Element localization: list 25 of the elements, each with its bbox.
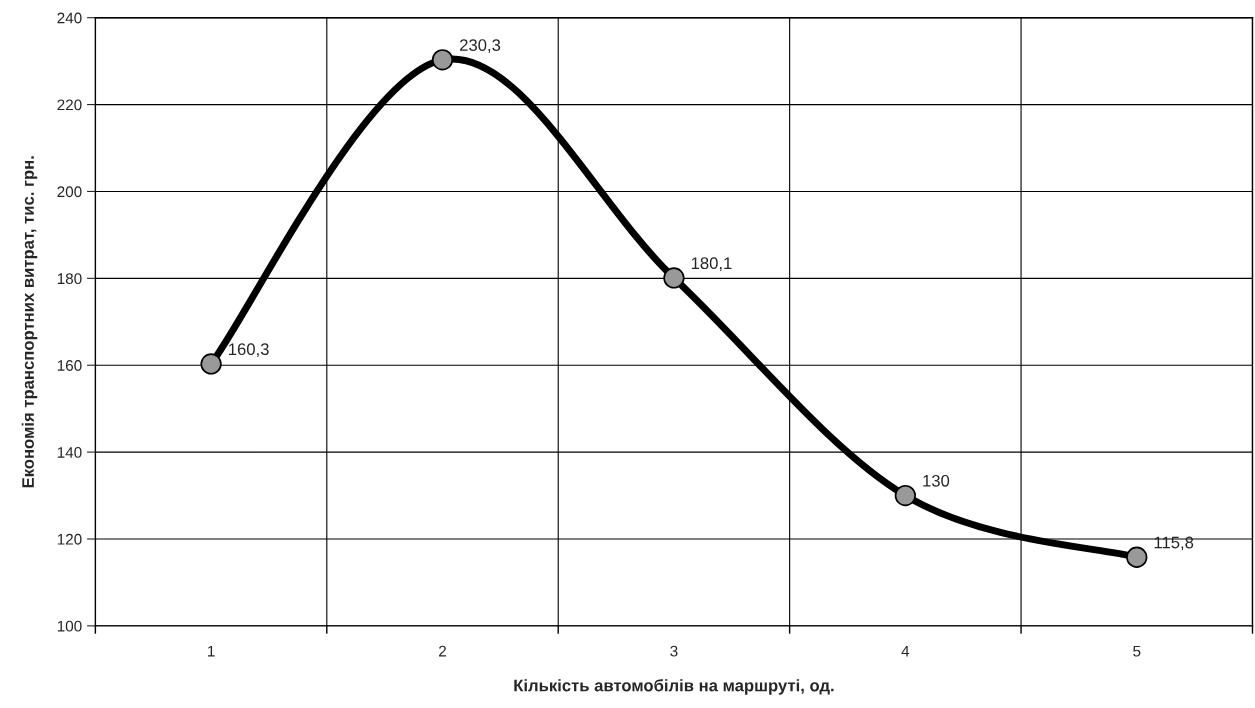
point: [1126, 546, 1148, 568]
x-tick-label: 4: [901, 645, 910, 657]
y-tick-label: 240: [57, 12, 82, 24]
y-tick-label: 200: [57, 186, 82, 198]
y-tick-label: 180: [57, 273, 82, 285]
x-tick-label: 3: [670, 645, 678, 657]
y-tick-label: 100: [57, 620, 82, 632]
y-tick-label: 140: [57, 446, 82, 458]
data-label: 115,8: [1154, 536, 1194, 551]
x-tick-label: 1: [208, 645, 215, 657]
x-tick-label: 2: [439, 645, 446, 657]
data-label: 160,3: [229, 343, 269, 358]
y-axis-title: Економія транспортних витрат, тис. грн.: [21, 156, 38, 488]
x-axis-title: Кількість автомобілів на маршруті, од.: [514, 679, 834, 695]
data-label: 130: [923, 474, 950, 487]
data-label: 180,1: [691, 257, 732, 272]
y-tick-label: 160: [57, 360, 82, 371]
y-tick-label: 120: [57, 533, 82, 545]
data-label: 230,3: [460, 39, 501, 53]
point: [431, 49, 454, 71]
point: [200, 353, 222, 375]
y-tick-label: 220: [57, 99, 82, 111]
x-tick-label: 5: [1133, 645, 1141, 657]
point: [894, 484, 917, 507]
point: [663, 267, 685, 289]
